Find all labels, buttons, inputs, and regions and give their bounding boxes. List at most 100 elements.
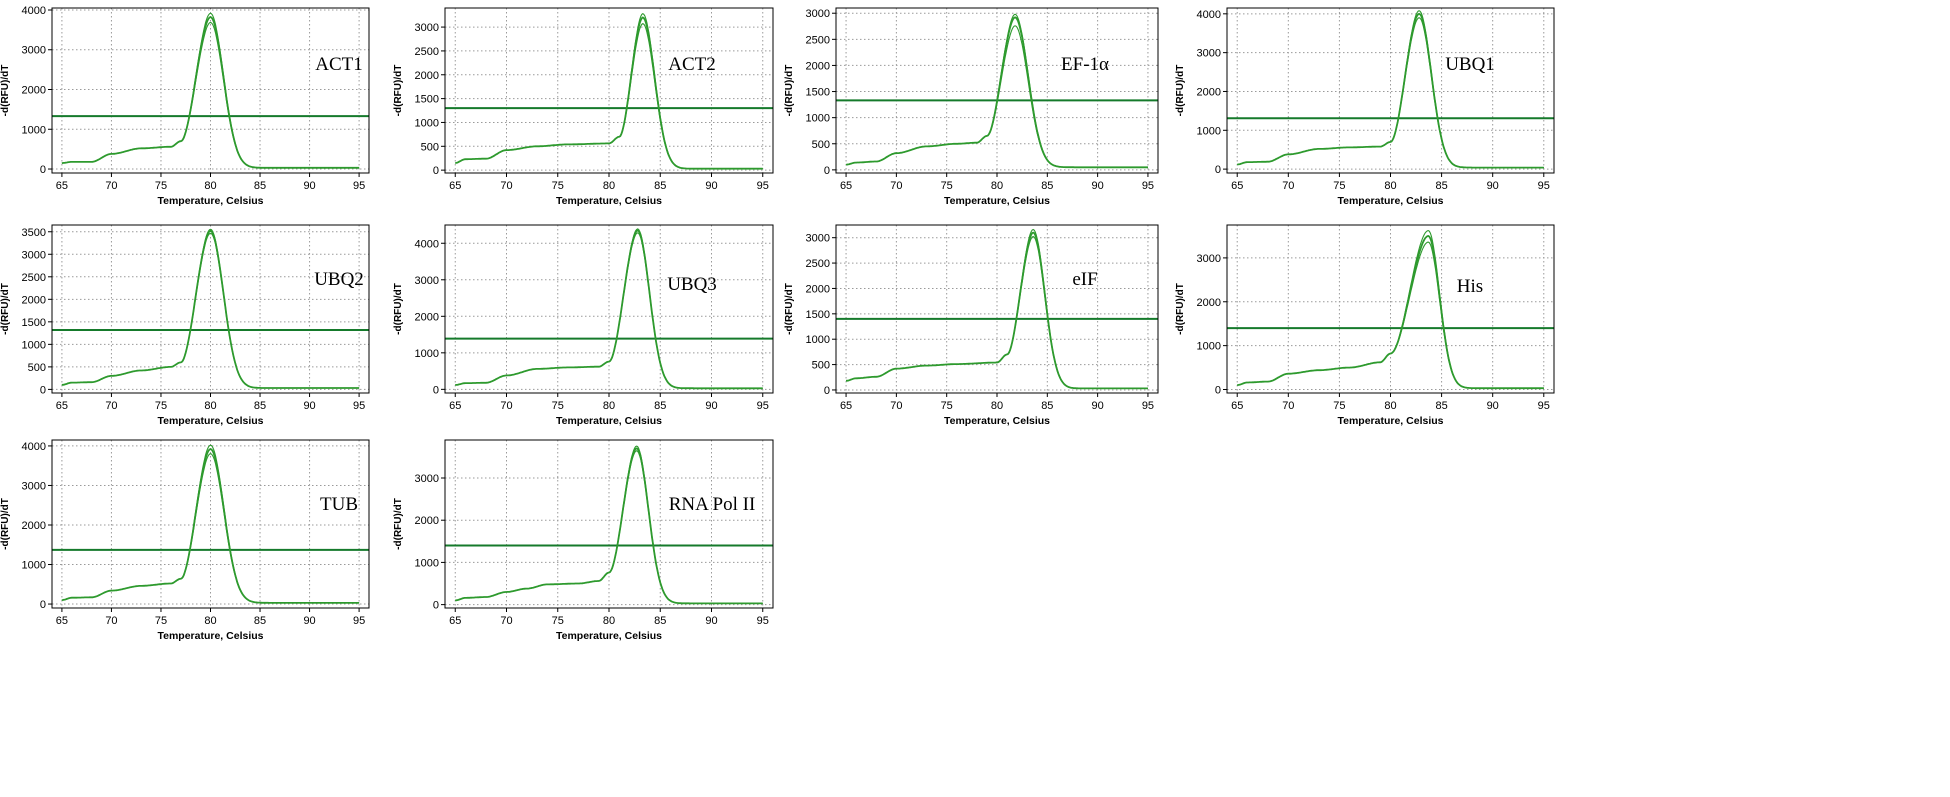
- x-tick-label: 70: [105, 400, 117, 412]
- y-tick-label: 0: [824, 165, 830, 177]
- melt-curve-replicate-2: [61, 228, 360, 389]
- melt-panel-2: 65 70 75 80 85 90 95 0 500 1000 1500 2000 2500 3000 Te…: [784, 7, 1159, 207]
- y-axis-label: -d(RFU)/dT: [393, 283, 404, 335]
- y-tick-label: 0: [1215, 164, 1221, 176]
- y-tick-label: 1000: [806, 334, 830, 346]
- x-tick-label: 70: [890, 180, 902, 192]
- x-tick-label: 70: [1282, 400, 1294, 412]
- x-tick-label: 85: [254, 400, 266, 412]
- y-tick-label: 500: [812, 139, 830, 151]
- y-tick-label: 0: [40, 384, 46, 396]
- y-tick-label: 3000: [415, 22, 439, 34]
- y-tick-label: 2000: [415, 70, 439, 82]
- x-tick-label: 75: [941, 400, 953, 412]
- x-tick-label: 85: [654, 400, 666, 412]
- y-axis-label: -d(RFU)/dT: [1175, 283, 1186, 335]
- y-tick-label: 1000: [415, 557, 439, 569]
- gene-label: EF-1α: [1061, 54, 1109, 75]
- x-tick-label: 75: [1333, 180, 1345, 192]
- gene-label: RNA Pol II: [669, 494, 756, 515]
- y-axis-label: -d(RFU)/dT: [0, 498, 11, 550]
- y-tick-label: 500: [812, 360, 830, 372]
- x-tick-label: 70: [105, 615, 117, 627]
- y-tick-label: 3500: [22, 227, 46, 239]
- x-tick-label: 85: [1041, 400, 1053, 412]
- y-axis-label: -d(RFU)/dT: [1175, 65, 1186, 117]
- x-tick-label: 80: [1384, 180, 1396, 192]
- x-tick-label: 65: [1231, 180, 1243, 192]
- gene-label: ACT2: [668, 54, 716, 75]
- x-tick-label: 95: [757, 180, 769, 192]
- y-tick-label: 1500: [415, 94, 439, 106]
- y-tick-label: 2500: [22, 272, 46, 284]
- melt-panel-6: 65 70 75 80 85 90 95 0 500 1000 1500 2000 2500 3000 Te…: [784, 224, 1159, 427]
- melt-panel-3: 65 70 75 80 85 90 95 0 1000 2000 3000 4000 Temperatu…: [1175, 7, 1555, 207]
- x-tick-label: 75: [1333, 400, 1345, 412]
- melt-curve-replicate-2: [846, 228, 1148, 389]
- y-axis-label: -d(RFU)/dT: [784, 65, 795, 117]
- x-tick-label: 95: [353, 400, 365, 412]
- melt-panel-1: 65 70 75 80 85 90 95 0 500 1000 1500 2000 2500 3000 Te…: [393, 7, 774, 207]
- y-tick-label: 1500: [22, 317, 46, 329]
- gene-label: UBQ1: [1445, 54, 1495, 75]
- x-tick-label: 75: [552, 180, 564, 192]
- x-tick-label: 80: [204, 615, 216, 627]
- y-tick-label: 4000: [1197, 9, 1221, 21]
- x-axis-label: Temperature, Celsius: [556, 415, 662, 427]
- y-tick-label: 0: [433, 165, 439, 177]
- y-axis-label: -d(RFU)/dT: [0, 65, 11, 117]
- x-axis-label: Temperature, Celsius: [944, 195, 1050, 207]
- y-tick-label: 2000: [22, 294, 46, 306]
- x-tick-label: 80: [603, 400, 615, 412]
- y-tick-label: 1000: [806, 113, 830, 125]
- x-axis-label: Temperature, Celsius: [157, 415, 263, 427]
- x-tick-label: 75: [155, 180, 167, 192]
- x-tick-label: 90: [303, 180, 315, 192]
- y-tick-label: 3000: [1197, 253, 1221, 265]
- melt-curve-replicate-2: [846, 13, 1148, 168]
- x-tick-label: 85: [254, 180, 266, 192]
- x-tick-label: 75: [552, 400, 564, 412]
- y-tick-label: 0: [40, 599, 46, 611]
- y-tick-label: 0: [1215, 384, 1221, 396]
- x-tick-label: 90: [1092, 180, 1104, 192]
- x-axis-label: Temperature, Celsius: [556, 630, 662, 642]
- y-tick-label: 2500: [806, 34, 830, 46]
- y-tick-label: 2000: [415, 515, 439, 527]
- x-tick-label: 95: [353, 615, 365, 627]
- x-tick-label: 95: [757, 615, 769, 627]
- x-tick-label: 70: [500, 400, 512, 412]
- x-axis-label: Temperature, Celsius: [944, 415, 1050, 427]
- x-tick-label: 75: [155, 615, 167, 627]
- melt-curve-replicate-2: [455, 445, 763, 604]
- melt-curve-replicate-2: [1237, 10, 1544, 169]
- y-tick-label: 0: [824, 385, 830, 397]
- x-tick-label: 65: [1231, 400, 1243, 412]
- y-tick-label: 1000: [415, 348, 439, 360]
- melt-curve-replicate-2: [1237, 230, 1544, 389]
- x-tick-label: 75: [155, 400, 167, 412]
- y-tick-label: 1000: [415, 117, 439, 129]
- gene-label: His: [1457, 276, 1483, 297]
- y-tick-label: 2000: [806, 283, 830, 295]
- x-tick-label: 85: [1435, 400, 1447, 412]
- y-tick-label: 2000: [22, 520, 46, 532]
- y-tick-label: 500: [28, 362, 46, 374]
- y-tick-label: 0: [40, 164, 46, 176]
- x-tick-label: 90: [705, 400, 717, 412]
- x-tick-label: 90: [705, 615, 717, 627]
- melt-panel-7: 65 70 75 80 85 90 95 0 1000 2000 3000 Temperature, …: [1175, 224, 1555, 427]
- x-tick-label: 65: [840, 180, 852, 192]
- x-tick-label: 75: [941, 180, 953, 192]
- x-tick-label: 95: [757, 400, 769, 412]
- gene-label: TUB: [320, 494, 358, 515]
- y-tick-label: 3000: [415, 275, 439, 287]
- y-tick-label: 3000: [22, 249, 46, 261]
- y-tick-label: 1000: [22, 124, 46, 136]
- y-tick-label: 4000: [22, 441, 46, 453]
- melt-curve-replicate-2: [61, 12, 360, 169]
- y-tick-label: 2000: [415, 311, 439, 323]
- melt-curve-replicate-1: [455, 232, 763, 389]
- y-tick-label: 3000: [415, 473, 439, 485]
